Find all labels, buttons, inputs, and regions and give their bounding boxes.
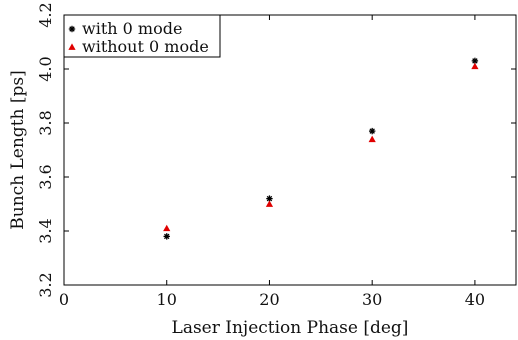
legend-label-with-0-mode: with 0 mode bbox=[82, 19, 182, 38]
legend-triangle-marker bbox=[68, 43, 76, 50]
y-tick-label: 3.4 bbox=[36, 218, 55, 243]
point-without-0-mode bbox=[163, 224, 171, 232]
point-without-0-mode bbox=[471, 62, 479, 70]
y-axis-ticks: 3.2 3.4 3.6 3.8 4.0 4.2 bbox=[36, 2, 516, 298]
star-stroke bbox=[369, 128, 375, 134]
legend-marker-without-0-mode bbox=[68, 43, 76, 50]
legend-label-without-0-mode: without 0 mode bbox=[82, 37, 209, 56]
star-stroke bbox=[164, 233, 170, 240]
star-stroke bbox=[69, 26, 75, 32]
y-tick-label: 3.2 bbox=[36, 272, 55, 297]
x-tick-label: 10 bbox=[157, 290, 177, 309]
legend-box bbox=[63, 14, 221, 58]
x-tick-label: 0 bbox=[59, 290, 69, 309]
data-points bbox=[163, 57, 479, 240]
y-tick-label: 4.2 bbox=[36, 2, 55, 27]
x-tick-label: 20 bbox=[259, 290, 279, 309]
point-without-0-mode bbox=[265, 200, 274, 207]
star-stroke bbox=[472, 58, 478, 64]
star-stroke bbox=[266, 195, 273, 202]
legend-marker-with-0-mode bbox=[68, 25, 76, 33]
y-tick-label: 3.6 bbox=[36, 164, 55, 189]
x-tick-label: 30 bbox=[362, 290, 382, 309]
y-tick-label: 3.8 bbox=[36, 110, 55, 135]
point-with-0-mode bbox=[368, 127, 376, 135]
x-axis-ticks: 0 10 20 30 40 bbox=[59, 15, 485, 309]
plot-frame bbox=[63, 14, 517, 286]
point-with-0-mode bbox=[163, 233, 170, 240]
point-without-0-mode bbox=[368, 135, 376, 143]
y-tick-label: 4.0 bbox=[36, 56, 55, 81]
legend: with 0 mode without 0 mode bbox=[63, 14, 221, 58]
x-tick-label: 40 bbox=[465, 290, 485, 309]
y-axis-label: Bunch Length [ps] bbox=[8, 70, 28, 230]
legend-star-marker bbox=[68, 25, 76, 33]
x-axis-label: Laser Injection Phase [deg] bbox=[172, 318, 409, 338]
